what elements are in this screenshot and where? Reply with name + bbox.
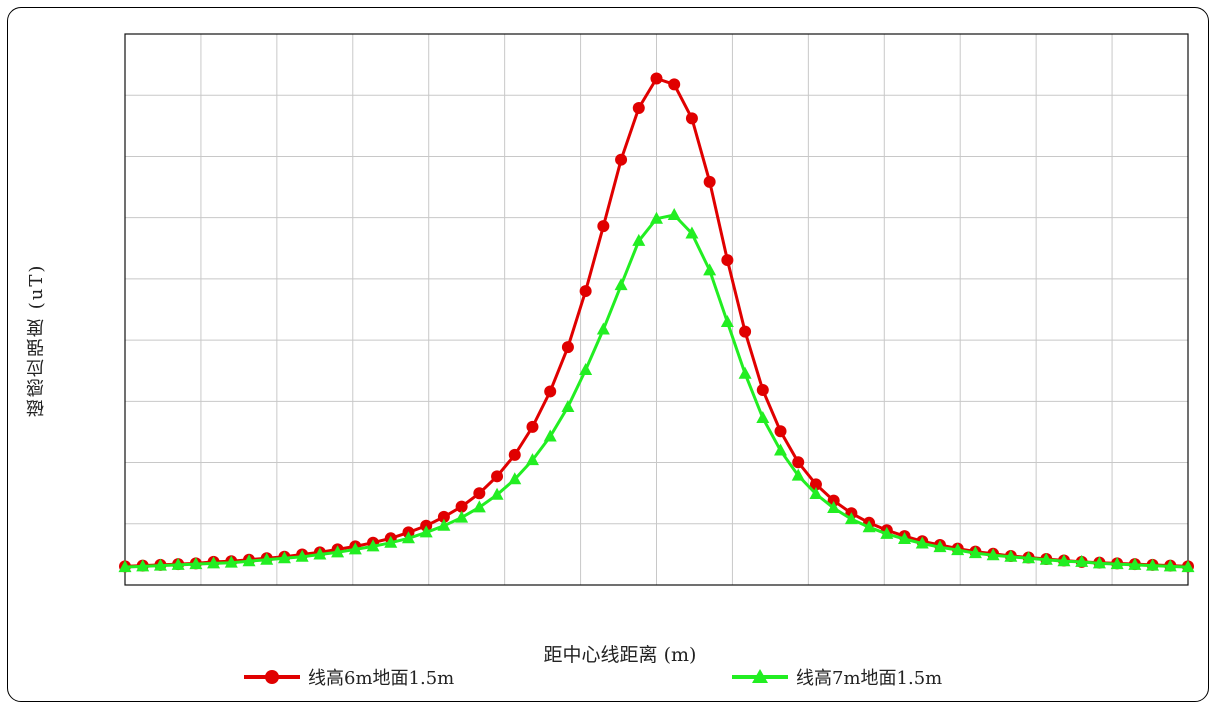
data-point-circle (827, 494, 840, 507)
data-point-triangle (774, 443, 788, 456)
data-point-triangle (1075, 554, 1089, 567)
data-point-circle (473, 487, 486, 500)
data-point-triangle (720, 315, 734, 328)
plot-border (124, 33, 1189, 586)
data-point-triangle (153, 558, 167, 571)
data-point-triangle (632, 233, 646, 246)
data-point-triangle (915, 536, 929, 549)
data-point-triangle (898, 532, 912, 545)
data-point-circle (756, 383, 769, 396)
data-point-circle (809, 478, 822, 491)
data-point-triangle (224, 555, 238, 568)
legend-item-series-2: 线高7m地面1.5m (730, 664, 942, 690)
data-point-triangle (1039, 552, 1053, 565)
data-point-triangle (827, 501, 841, 514)
data-point-triangle (1146, 558, 1160, 571)
data-point-triangle (650, 211, 663, 224)
data-point-triangle (579, 363, 593, 376)
data-point-triangle (260, 552, 274, 565)
data-point-circle (561, 341, 574, 354)
data-point-triangle (189, 557, 203, 570)
data-point-circle (703, 175, 716, 188)
data-point-triangle (614, 278, 628, 291)
legend-label: 线高7m地面1.5m (796, 668, 943, 689)
data-point-circle (508, 448, 521, 461)
data-point-triangle (419, 525, 433, 538)
data-point-triangle (437, 518, 451, 531)
data-point-triangle (525, 453, 539, 466)
data-point-triangle (384, 535, 398, 548)
data-point-triangle (986, 548, 1000, 561)
data-point-triangle (136, 559, 150, 572)
data-point-circle (792, 456, 805, 469)
data-point-triangle (756, 411, 770, 424)
data-point-circle (455, 500, 468, 513)
data-point-circle (721, 254, 734, 267)
data-point-circle (668, 78, 681, 91)
x-axis-label: 距中心线距离 (m) (543, 644, 697, 666)
data-point-circle (491, 470, 504, 483)
data-point-triangle (738, 366, 752, 379)
data-point-triangle (809, 487, 823, 500)
data-point-triangle (596, 322, 610, 335)
data-point-triangle (242, 554, 256, 567)
legend-marker-circle (244, 670, 300, 684)
legend-label: 线高6m地面1.5m (308, 668, 455, 689)
data-point-triangle (951, 543, 965, 556)
data-point-circle (437, 510, 450, 523)
data-point-triangle (490, 487, 504, 500)
data-point-triangle (844, 512, 858, 525)
data-point-circle (632, 102, 645, 115)
data-point-triangle (1181, 560, 1195, 573)
data-point-triangle (703, 263, 717, 276)
data-point-triangle (313, 547, 327, 560)
data-point-triangle (348, 542, 362, 555)
data-point-triangle (1163, 559, 1177, 572)
data-point-triangle (1022, 551, 1036, 564)
legend-item-series-1: 线高6m地面1.5m (242, 664, 454, 690)
data-point-circle (685, 112, 698, 125)
data-point-circle (579, 285, 592, 298)
data-point-circle (544, 385, 557, 398)
data-point-triangle (933, 540, 947, 553)
data-point-triangle (455, 510, 469, 523)
data-point-triangle (1004, 549, 1018, 562)
data-point-triangle (1092, 556, 1106, 569)
data-point-triangle (880, 526, 894, 539)
data-point-triangle (366, 539, 380, 552)
data-point-circle (739, 325, 752, 338)
data-point-triangle (1128, 557, 1142, 570)
data-point-triangle (968, 546, 982, 559)
data-point-circle (615, 153, 628, 166)
data-point-triangle (1110, 557, 1124, 570)
data-point-triangle (1057, 554, 1071, 567)
data-point-triangle (118, 560, 132, 573)
data-point-triangle (277, 551, 291, 564)
y-axis-label: 磁感应强度 (uT) (26, 263, 47, 417)
data-point-triangle (667, 208, 681, 221)
data-point-triangle (171, 557, 185, 570)
data-point-triangle (561, 399, 575, 412)
data-point-triangle (862, 520, 876, 533)
data-point-triangle (685, 226, 699, 239)
data-point-triangle (401, 531, 415, 544)
data-point-triangle (331, 545, 345, 558)
data-point-triangle (472, 500, 486, 513)
data-point-circle (597, 220, 610, 233)
data-point-triangle (295, 549, 309, 562)
data-point-triangle (207, 556, 221, 569)
data-point-triangle (508, 472, 522, 485)
data-point-triangle (791, 468, 805, 481)
data-point-circle (526, 420, 539, 433)
data-point-circle (650, 72, 663, 85)
data-point-triangle (543, 429, 557, 442)
legend-marker-triangle (732, 669, 788, 683)
data-point-circle (774, 425, 787, 438)
